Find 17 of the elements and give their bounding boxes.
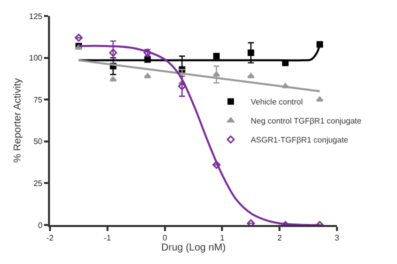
y-tick-label: 50 (33, 137, 43, 146)
y-tick-label: 100 (29, 54, 43, 63)
x-tick-label: 0 (162, 234, 168, 243)
x-tick-label: 3 (334, 234, 340, 243)
x-axis-title: Drug (Log nM) (161, 242, 226, 254)
x-tick-label: 2 (277, 234, 282, 243)
y-tick-label: 0 (38, 220, 43, 230)
y-axis-title: % Reporter Activity (12, 78, 24, 163)
x-tick-label: 1 (220, 234, 225, 243)
legend-label: Neg control TGFβR1 conjugate (250, 116, 362, 126)
x-tick-label: -2 (46, 234, 54, 243)
legend-label: Vehicle control (250, 98, 303, 107)
x-tick-label: -1 (104, 234, 112, 243)
legend-label: ASGR1-TGFβR1 conjugate (250, 136, 349, 145)
y-tick-label: 75 (33, 95, 43, 104)
y-tick-label: 25 (33, 179, 43, 188)
y-tick-label: 125 (29, 12, 43, 21)
